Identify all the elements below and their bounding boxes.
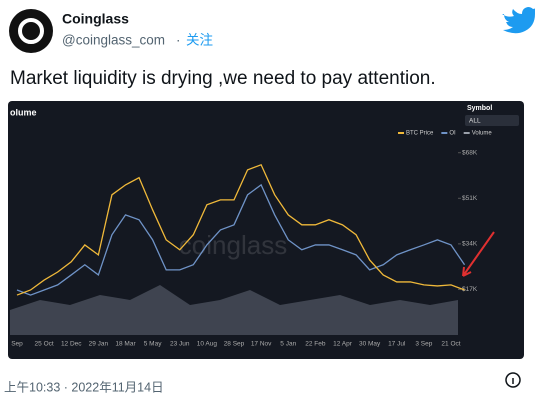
- x-tick-label: 21 Oct: [441, 341, 460, 348]
- x-tick-label: 5 Jan: [280, 341, 296, 348]
- y-tick-label: $17K: [462, 286, 478, 293]
- separator: ·: [176, 33, 181, 48]
- legend-label: Volume: [472, 131, 493, 137]
- symbol-select[interactable]: [465, 115, 519, 126]
- symbol-value: ALL: [469, 118, 481, 125]
- chart-image[interactable]: [8, 101, 524, 359]
- watermark: coinglass: [179, 230, 287, 260]
- volume-area: [10, 285, 458, 335]
- x-tick-label: 30 May: [359, 341, 381, 348]
- x-tick-label: 17 Jul: [388, 341, 406, 348]
- user-handle[interactable]: @coinglass_com: [62, 33, 165, 48]
- x-tick-label: 28 Sep: [224, 341, 245, 348]
- series-line: [16, 163, 465, 296]
- twitter-logo[interactable]: [502, 7, 535, 34]
- x-tick-label: 22 Feb: [305, 341, 326, 348]
- symbol-label: Symbol: [467, 105, 492, 112]
- annotation-arrow: [462, 231, 495, 277]
- legend-label: BTC Price: [406, 131, 434, 137]
- timestamp[interactable]: 上午10:33 · 2022年11月14日: [4, 380, 164, 394]
- x-tick-label: 3 Sep: [415, 341, 432, 348]
- x-tick-label: 12 Dec: [61, 341, 82, 348]
- y-tick-label: $51K: [462, 195, 478, 202]
- y-tick-label: $68K: [462, 149, 478, 156]
- x-tick-label: 10 Aug: [197, 341, 218, 348]
- tweet-text: Market liquidity is drying ,we need to p…: [10, 68, 436, 89]
- x-tick-label: 18 Mar: [115, 341, 136, 348]
- series-line: [16, 183, 466, 296]
- info-icon[interactable]: [505, 372, 521, 388]
- x-tick-label: 5 May: [144, 341, 162, 348]
- x-tick-label: 12 Apr: [333, 341, 353, 348]
- avatar-logo: [18, 18, 44, 44]
- follow-button[interactable]: 关注: [186, 33, 213, 48]
- avatar[interactable]: [9, 9, 53, 53]
- x-tick-label: 23 Jun: [170, 341, 190, 348]
- y-tick-label: $34K: [462, 241, 478, 248]
- user-name[interactable]: Coinglass: [62, 11, 129, 27]
- x-tick-label: Sep: [11, 341, 23, 348]
- legend-label: OI: [449, 131, 456, 137]
- x-tick-label: 25 Oct: [35, 341, 54, 348]
- chart-title: olume: [10, 107, 37, 117]
- x-tick-label: 29 Jan: [89, 341, 109, 348]
- x-tick-label: 17 Nov: [251, 341, 272, 348]
